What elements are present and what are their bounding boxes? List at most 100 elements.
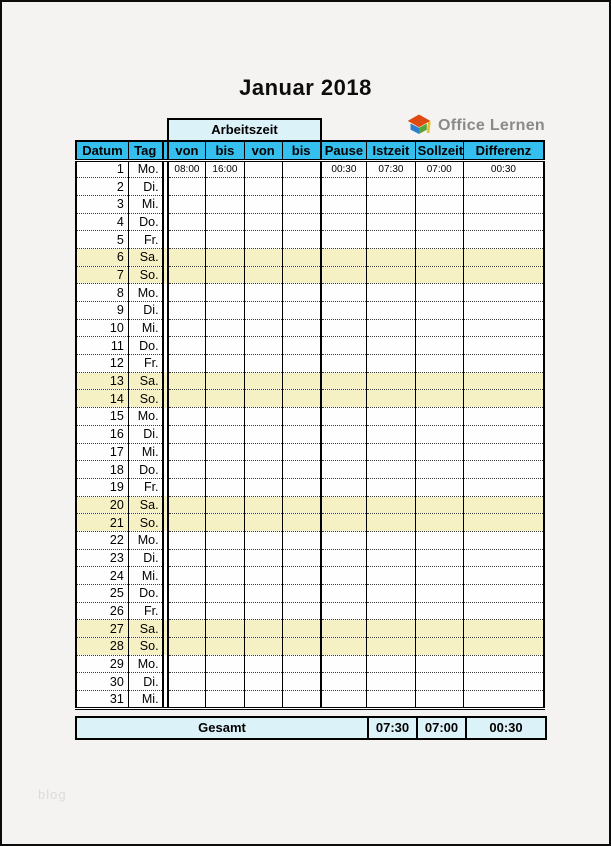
cell-bis-1[interactable] (205, 407, 245, 426)
cell-istzeit[interactable] (366, 336, 416, 355)
cell-von-2[interactable] (243, 672, 283, 691)
cell-bis-1[interactable] (205, 265, 245, 284)
cell-bis-2[interactable] (281, 371, 322, 390)
cell-differenz[interactable] (462, 194, 545, 214)
cell-bis-2[interactable] (281, 283, 322, 302)
cell-von-2[interactable] (243, 690, 283, 710)
cell-sollzeit[interactable] (414, 194, 464, 214)
cell-differenz[interactable] (462, 566, 545, 585)
cell-differenz[interactable] (462, 407, 545, 426)
cell-bis-1[interactable] (205, 690, 245, 710)
cell-differenz[interactable] (462, 336, 545, 355)
cell-sollzeit[interactable]: 07:00 (414, 160, 464, 178)
cell-von-1[interactable] (167, 566, 207, 585)
cell-istzeit[interactable] (366, 424, 416, 443)
cell-von-2[interactable] (243, 247, 283, 267)
cell-bis-2[interactable] (281, 530, 322, 550)
cell-differenz[interactable] (462, 654, 545, 673)
cell-istzeit[interactable] (366, 601, 416, 620)
cell-bis-1[interactable] (205, 212, 245, 231)
cell-differenz[interactable] (462, 495, 545, 514)
cell-bis-1[interactable] (205, 283, 245, 302)
cell-differenz[interactable] (462, 477, 545, 497)
cell-sollzeit[interactable] (414, 371, 464, 390)
cell-istzeit[interactable] (366, 301, 416, 320)
cell-bis-1[interactable] (205, 177, 245, 196)
cell-sollzeit[interactable] (414, 637, 464, 656)
cell-bis-2[interactable] (281, 389, 322, 408)
cell-differenz[interactable] (462, 548, 545, 567)
cell-bis-1[interactable] (205, 371, 245, 390)
cell-bis-2[interactable] (281, 495, 322, 514)
cell-bis-1[interactable] (205, 336, 245, 355)
cell-von-2[interactable] (243, 283, 283, 302)
cell-von-1[interactable] (167, 442, 207, 461)
cell-von-1[interactable] (167, 513, 207, 532)
cell-pause[interactable]: 00:30 (319, 160, 368, 178)
cell-von-2[interactable] (243, 194, 283, 214)
cell-von-1[interactable] (167, 601, 207, 620)
cell-istzeit[interactable] (366, 584, 416, 603)
cell-bis-2[interactable] (281, 230, 322, 249)
cell-pause[interactable] (319, 371, 368, 390)
cell-istzeit[interactable] (366, 177, 416, 196)
cell-differenz[interactable] (462, 247, 545, 267)
cell-pause[interactable] (319, 177, 368, 196)
cell-pause[interactable] (319, 194, 368, 214)
cell-istzeit[interactable] (366, 194, 416, 214)
cell-sollzeit[interactable] (414, 530, 464, 550)
cell-von-1[interactable] (167, 265, 207, 284)
cell-sollzeit[interactable] (414, 513, 464, 532)
cell-von-1[interactable] (167, 584, 207, 603)
cell-von-2[interactable] (243, 442, 283, 461)
cell-differenz[interactable] (462, 637, 545, 656)
cell-bis-1[interactable] (205, 230, 245, 249)
cell-sollzeit[interactable] (414, 265, 464, 284)
cell-sollzeit[interactable] (414, 318, 464, 337)
cell-bis-2[interactable] (281, 442, 322, 461)
cell-bis-1[interactable] (205, 247, 245, 267)
cell-sollzeit[interactable] (414, 619, 464, 638)
cell-bis-2[interactable] (281, 548, 322, 567)
cell-von-1[interactable] (167, 619, 207, 638)
cell-istzeit[interactable] (366, 654, 416, 673)
cell-pause[interactable] (319, 265, 368, 284)
cell-von-2[interactable] (243, 424, 283, 443)
cell-bis-1[interactable] (205, 318, 245, 337)
cell-von-2[interactable] (243, 336, 283, 355)
cell-bis-2[interactable] (281, 619, 322, 638)
cell-sollzeit[interactable] (414, 442, 464, 461)
cell-bis-2[interactable] (281, 690, 322, 710)
cell-von-2[interactable] (243, 513, 283, 532)
cell-von-1[interactable] (167, 530, 207, 550)
cell-pause[interactable] (319, 389, 368, 408)
cell-bis-2[interactable] (281, 566, 322, 585)
cell-pause[interactable] (319, 230, 368, 249)
cell-istzeit[interactable]: 07:30 (366, 160, 416, 178)
cell-istzeit[interactable] (366, 265, 416, 284)
cell-sollzeit[interactable] (414, 548, 464, 567)
cell-sollzeit[interactable] (414, 177, 464, 196)
cell-von-2[interactable] (243, 654, 283, 673)
cell-sollzeit[interactable] (414, 601, 464, 620)
cell-pause[interactable] (319, 212, 368, 231)
cell-von-2[interactable] (243, 318, 283, 337)
cell-pause[interactable] (319, 584, 368, 603)
cell-pause[interactable] (319, 672, 368, 691)
cell-pause[interactable] (319, 530, 368, 550)
cell-sollzeit[interactable] (414, 654, 464, 673)
cell-pause[interactable] (319, 460, 368, 479)
cell-von-1[interactable] (167, 389, 207, 408)
cell-von-2[interactable] (243, 265, 283, 284)
cell-von-2[interactable] (243, 637, 283, 656)
cell-istzeit[interactable] (366, 530, 416, 550)
cell-istzeit[interactable] (366, 637, 416, 656)
cell-von-2[interactable] (243, 548, 283, 567)
cell-bis-2[interactable] (281, 654, 322, 673)
cell-von-1[interactable] (167, 247, 207, 267)
cell-bis-1[interactable] (205, 672, 245, 691)
cell-bis-2[interactable] (281, 265, 322, 284)
cell-differenz[interactable] (462, 318, 545, 337)
cell-von-2[interactable] (243, 477, 283, 497)
cell-istzeit[interactable] (366, 477, 416, 497)
